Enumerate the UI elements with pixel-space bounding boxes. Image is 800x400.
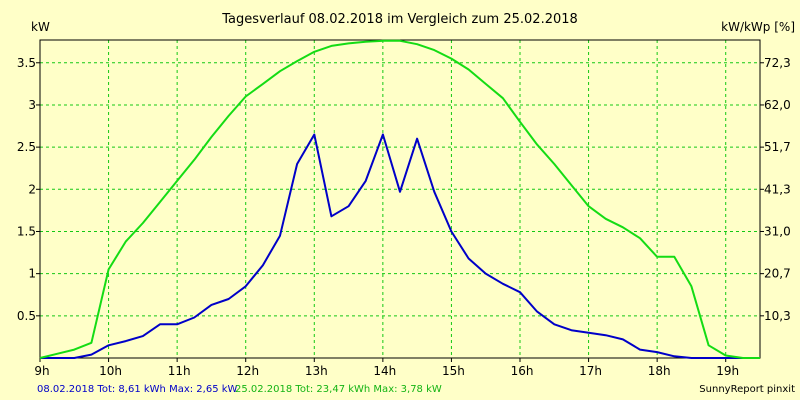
credit-text: SunnyReport pinxit	[699, 384, 795, 395]
tick-labels: 9h 10h 11h 12h 13h 14h 15h 16h 17h 18h 19h 0.5 1 1.5 2…	[17, 56, 791, 378]
chart-title: Tagesverlauf 08.02.2018 im Vergleich zum…	[221, 12, 578, 27]
y-tick-label-right: 31,0	[764, 224, 791, 238]
y-tick-label-right: 41,3	[764, 182, 791, 196]
y-tick-label-left: 1.5	[17, 224, 36, 238]
left-axis-unit: kW	[31, 20, 50, 34]
y-tick-label-left: 3.5	[17, 56, 36, 70]
x-tick-label: 18h	[648, 364, 671, 378]
x-tick-label: 15h	[442, 364, 465, 378]
y-tick-label-right: 72,3	[764, 56, 791, 70]
series-lines	[39, 39, 760, 359]
x-tick-label: 10h	[99, 364, 122, 378]
y-tick-label-left: 1	[28, 267, 36, 281]
x-tick-label: 17h	[579, 364, 602, 378]
x-tick-label: 12h	[236, 364, 259, 378]
x-tick-label: 16h	[511, 364, 534, 378]
series-line-08-02-2018	[40, 133, 760, 359]
y-tick-label-left: 2	[28, 182, 36, 196]
series-1-summary: 08.02.2018 Tot: 8,61 kWh Max: 2,65 kW	[37, 384, 238, 395]
y-tick-label-left: 0.5	[17, 309, 36, 323]
x-tick-label: 11h	[168, 364, 191, 378]
y-tick-label-right: 20,7	[764, 267, 791, 281]
x-tick-label: 14h	[373, 364, 396, 378]
series-line-25-02-2018	[39, 39, 760, 359]
x-tick-label: 19h	[716, 364, 739, 378]
y-tick-label-right: 51,7	[764, 140, 791, 154]
series-2-summary: 25.02.2018 Tot: 23,47 kWh Max: 3,78 kW	[235, 384, 442, 395]
x-tick-label: 13h	[305, 364, 328, 378]
grid	[39, 40, 760, 358]
right-axis-unit: kW/kWp [%]	[721, 20, 795, 34]
y-tick-label-left: 2.5	[17, 140, 36, 154]
y-tick-label-right: 62,0	[764, 98, 791, 112]
y-tick-label-left: 3	[28, 98, 36, 112]
y-tick-label-right: 10,3	[764, 309, 791, 323]
x-tick-label: 9h	[34, 364, 49, 378]
